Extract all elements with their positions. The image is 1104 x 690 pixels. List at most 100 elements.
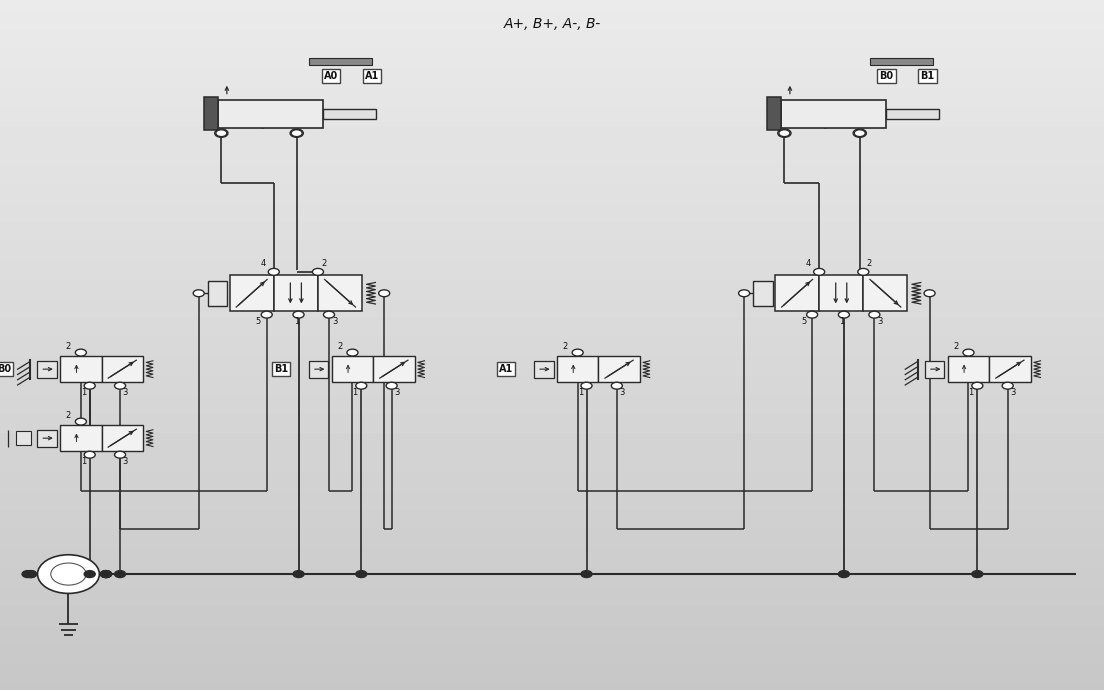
Circle shape (581, 571, 592, 578)
Circle shape (972, 571, 983, 578)
Circle shape (854, 130, 866, 137)
Text: 1: 1 (968, 388, 974, 397)
Text: 1: 1 (81, 457, 86, 466)
Circle shape (779, 130, 790, 137)
Text: B1: B1 (274, 364, 288, 374)
Circle shape (84, 382, 95, 389)
Circle shape (268, 268, 279, 275)
Circle shape (1002, 382, 1013, 389)
Circle shape (115, 571, 126, 578)
Bar (766, 97, 781, 130)
Circle shape (51, 563, 86, 585)
Text: 3: 3 (123, 457, 128, 466)
Bar (558, 356, 598, 382)
Text: 3: 3 (332, 317, 338, 326)
Bar (989, 356, 1030, 382)
Bar (208, 281, 227, 306)
Circle shape (972, 382, 983, 389)
Bar (332, 356, 373, 382)
Circle shape (838, 571, 849, 578)
Circle shape (84, 451, 95, 458)
Text: 2: 2 (321, 259, 327, 268)
Circle shape (323, 311, 335, 318)
Text: A+, B+, A-, B-: A+, B+, A-, B- (503, 17, 601, 31)
Circle shape (347, 349, 358, 356)
Bar (230, 275, 274, 311)
Text: B0: B0 (880, 71, 893, 81)
Bar (598, 356, 640, 382)
Text: 2: 2 (337, 342, 342, 351)
Text: 3: 3 (619, 388, 625, 397)
Circle shape (924, 290, 935, 297)
Circle shape (293, 311, 304, 318)
Text: 5: 5 (802, 317, 806, 326)
Circle shape (963, 349, 974, 356)
Bar (819, 275, 863, 311)
Bar (38, 361, 57, 377)
Text: 1: 1 (294, 317, 299, 326)
Text: A1: A1 (499, 364, 513, 374)
Circle shape (581, 382, 592, 389)
Circle shape (75, 418, 86, 425)
Text: 3: 3 (878, 317, 883, 326)
Circle shape (216, 130, 227, 137)
Circle shape (84, 571, 95, 578)
Bar (925, 361, 945, 377)
Circle shape (115, 451, 126, 458)
Text: 2: 2 (65, 411, 71, 420)
Circle shape (38, 555, 99, 593)
Circle shape (290, 129, 304, 137)
Circle shape (100, 571, 112, 578)
Text: 1: 1 (839, 317, 845, 326)
Bar (373, 356, 415, 382)
Circle shape (858, 268, 869, 275)
Bar (203, 97, 219, 130)
Text: B1: B1 (921, 71, 934, 81)
Circle shape (572, 349, 583, 356)
Circle shape (386, 382, 397, 389)
Text: 3: 3 (1010, 388, 1016, 397)
Bar (219, 100, 322, 128)
Bar (322, 108, 375, 119)
Circle shape (312, 268, 323, 275)
Bar (782, 100, 885, 128)
Bar (102, 425, 144, 451)
Bar (309, 58, 372, 65)
Bar (775, 275, 819, 311)
Text: 3: 3 (394, 388, 400, 397)
Text: 5: 5 (256, 317, 261, 326)
Bar (947, 356, 989, 382)
Circle shape (853, 129, 867, 137)
Circle shape (355, 382, 367, 389)
Circle shape (612, 382, 623, 389)
Circle shape (100, 571, 112, 578)
Circle shape (838, 311, 849, 318)
Circle shape (262, 311, 273, 318)
Text: B0: B0 (0, 364, 11, 374)
Bar (60, 356, 102, 382)
Circle shape (193, 290, 204, 297)
Text: 1: 1 (352, 388, 358, 397)
Text: 4: 4 (261, 259, 266, 268)
Bar (60, 425, 102, 451)
Bar (38, 430, 57, 446)
Bar (102, 356, 144, 382)
Circle shape (25, 571, 36, 578)
Text: 2: 2 (867, 259, 872, 268)
Text: A1: A1 (365, 71, 379, 81)
Bar (534, 361, 554, 377)
Circle shape (22, 571, 33, 578)
Bar (863, 275, 907, 311)
Bar (274, 275, 318, 311)
Text: 1: 1 (577, 388, 583, 397)
Circle shape (293, 571, 304, 578)
Bar (753, 281, 773, 306)
Circle shape (869, 311, 880, 318)
Text: 2: 2 (65, 342, 71, 351)
Circle shape (355, 571, 367, 578)
Text: A0: A0 (325, 71, 338, 81)
Bar (870, 58, 933, 65)
Circle shape (75, 349, 86, 356)
Circle shape (214, 129, 227, 137)
Circle shape (25, 571, 36, 578)
